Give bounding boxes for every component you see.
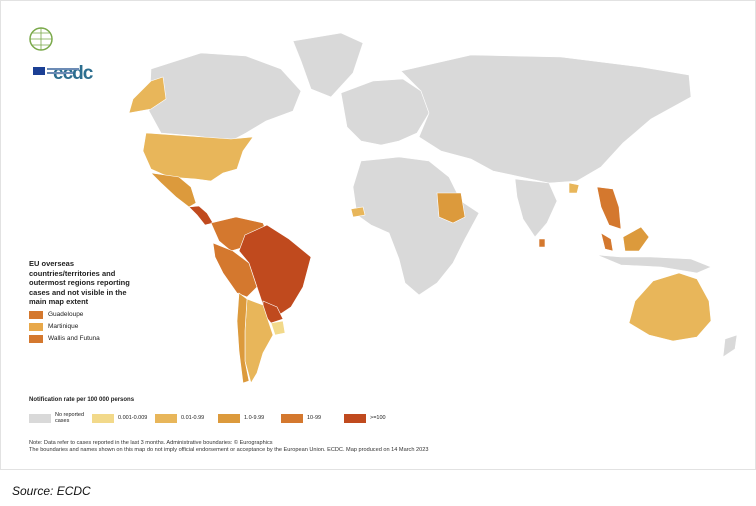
legend-item-label: No reported cases [55, 412, 85, 424]
legend-item-label: 1.0-9.99 [244, 415, 265, 421]
inset-swatch [29, 322, 43, 331]
legend-title: Notification rate per 100 000 persons [29, 397, 135, 403]
region-india [514, 178, 558, 238]
legend-item-label: 0.01-0.99 [181, 415, 205, 421]
legend-item: 0.001-0.009 [92, 412, 155, 424]
inset-swatch [29, 334, 43, 343]
inset-swatch [29, 310, 43, 319]
region-russia-asia [400, 54, 692, 184]
region-canada [148, 52, 302, 142]
legend-item: 1.0-9.99 [218, 412, 281, 424]
region-borneo [622, 226, 650, 252]
region-greenland [292, 32, 364, 98]
legend-items: No reported cases 0.001-0.009 0.01-0.99 1.0… [29, 412, 407, 424]
region-indonesia [596, 254, 712, 274]
eu-flag-icon [33, 67, 79, 75]
region-bangladesh [568, 182, 580, 194]
legend-item-label: >=100 [370, 415, 386, 421]
legend-item: >=100 [344, 412, 407, 424]
inset-item: Martinique [29, 322, 229, 331]
legend-item-label: 10-99 [307, 415, 322, 421]
region-mexico [150, 172, 197, 208]
region-usa [142, 132, 254, 182]
region-chile [236, 292, 250, 384]
map-note: Note: Data refer to cases reported in th… [29, 440, 428, 454]
inset-item: Guadeloupe [29, 310, 229, 319]
region-indochina [596, 186, 622, 230]
legend-swatch [281, 413, 303, 423]
region-sudan [436, 192, 466, 224]
region-europe [340, 78, 430, 146]
region-africa [352, 156, 480, 296]
note-line-1: Note: Data refer to cases reported in th… [29, 440, 273, 446]
region-brazil [238, 224, 312, 320]
legend-swatch [344, 413, 366, 423]
world-map [128, 32, 738, 384]
legend-swatch [155, 413, 177, 423]
region-alaska [128, 76, 167, 114]
legend-swatch [92, 413, 114, 423]
inset-title: EU overseas countries/territories and ou… [29, 259, 130, 306]
source-caption: Source: ECDC [12, 484, 91, 498]
region-central-america [188, 205, 214, 226]
inset-item-label: Wallis and Futuna [48, 335, 100, 342]
legend-item: No reported cases [29, 412, 92, 424]
legend-item-label: 0.001-0.009 [118, 415, 148, 421]
globe-icon [29, 27, 53, 51]
region-west-africa-spot [350, 206, 366, 218]
map-figure: ecdc EU overseas countries/territories a… [0, 0, 756, 470]
region-new-zealand [722, 334, 738, 358]
inset-item-label: Martinique [48, 323, 79, 330]
note-line-2: The boundaries and names shown on this m… [29, 447, 429, 453]
region-malaysia [600, 232, 614, 252]
legend-item: 0.01-0.99 [155, 412, 218, 424]
inset-legend: EU overseas countries/territories and ou… [29, 259, 229, 343]
region-australia [628, 272, 712, 342]
rate-legend: Notification rate per 100 000 persons No… [29, 397, 407, 424]
inset-item: Wallis and Futuna [29, 334, 229, 343]
inset-item-label: Guadeloupe [48, 311, 84, 318]
legend-item: 10-99 [281, 412, 344, 424]
region-sri-lanka [538, 238, 546, 248]
region-uruguay [270, 320, 286, 336]
ecdc-logo: ecdc [23, 25, 93, 84]
region-peru-bolivia [212, 242, 258, 298]
legend-swatch [218, 413, 240, 423]
legend-swatch [29, 413, 51, 423]
